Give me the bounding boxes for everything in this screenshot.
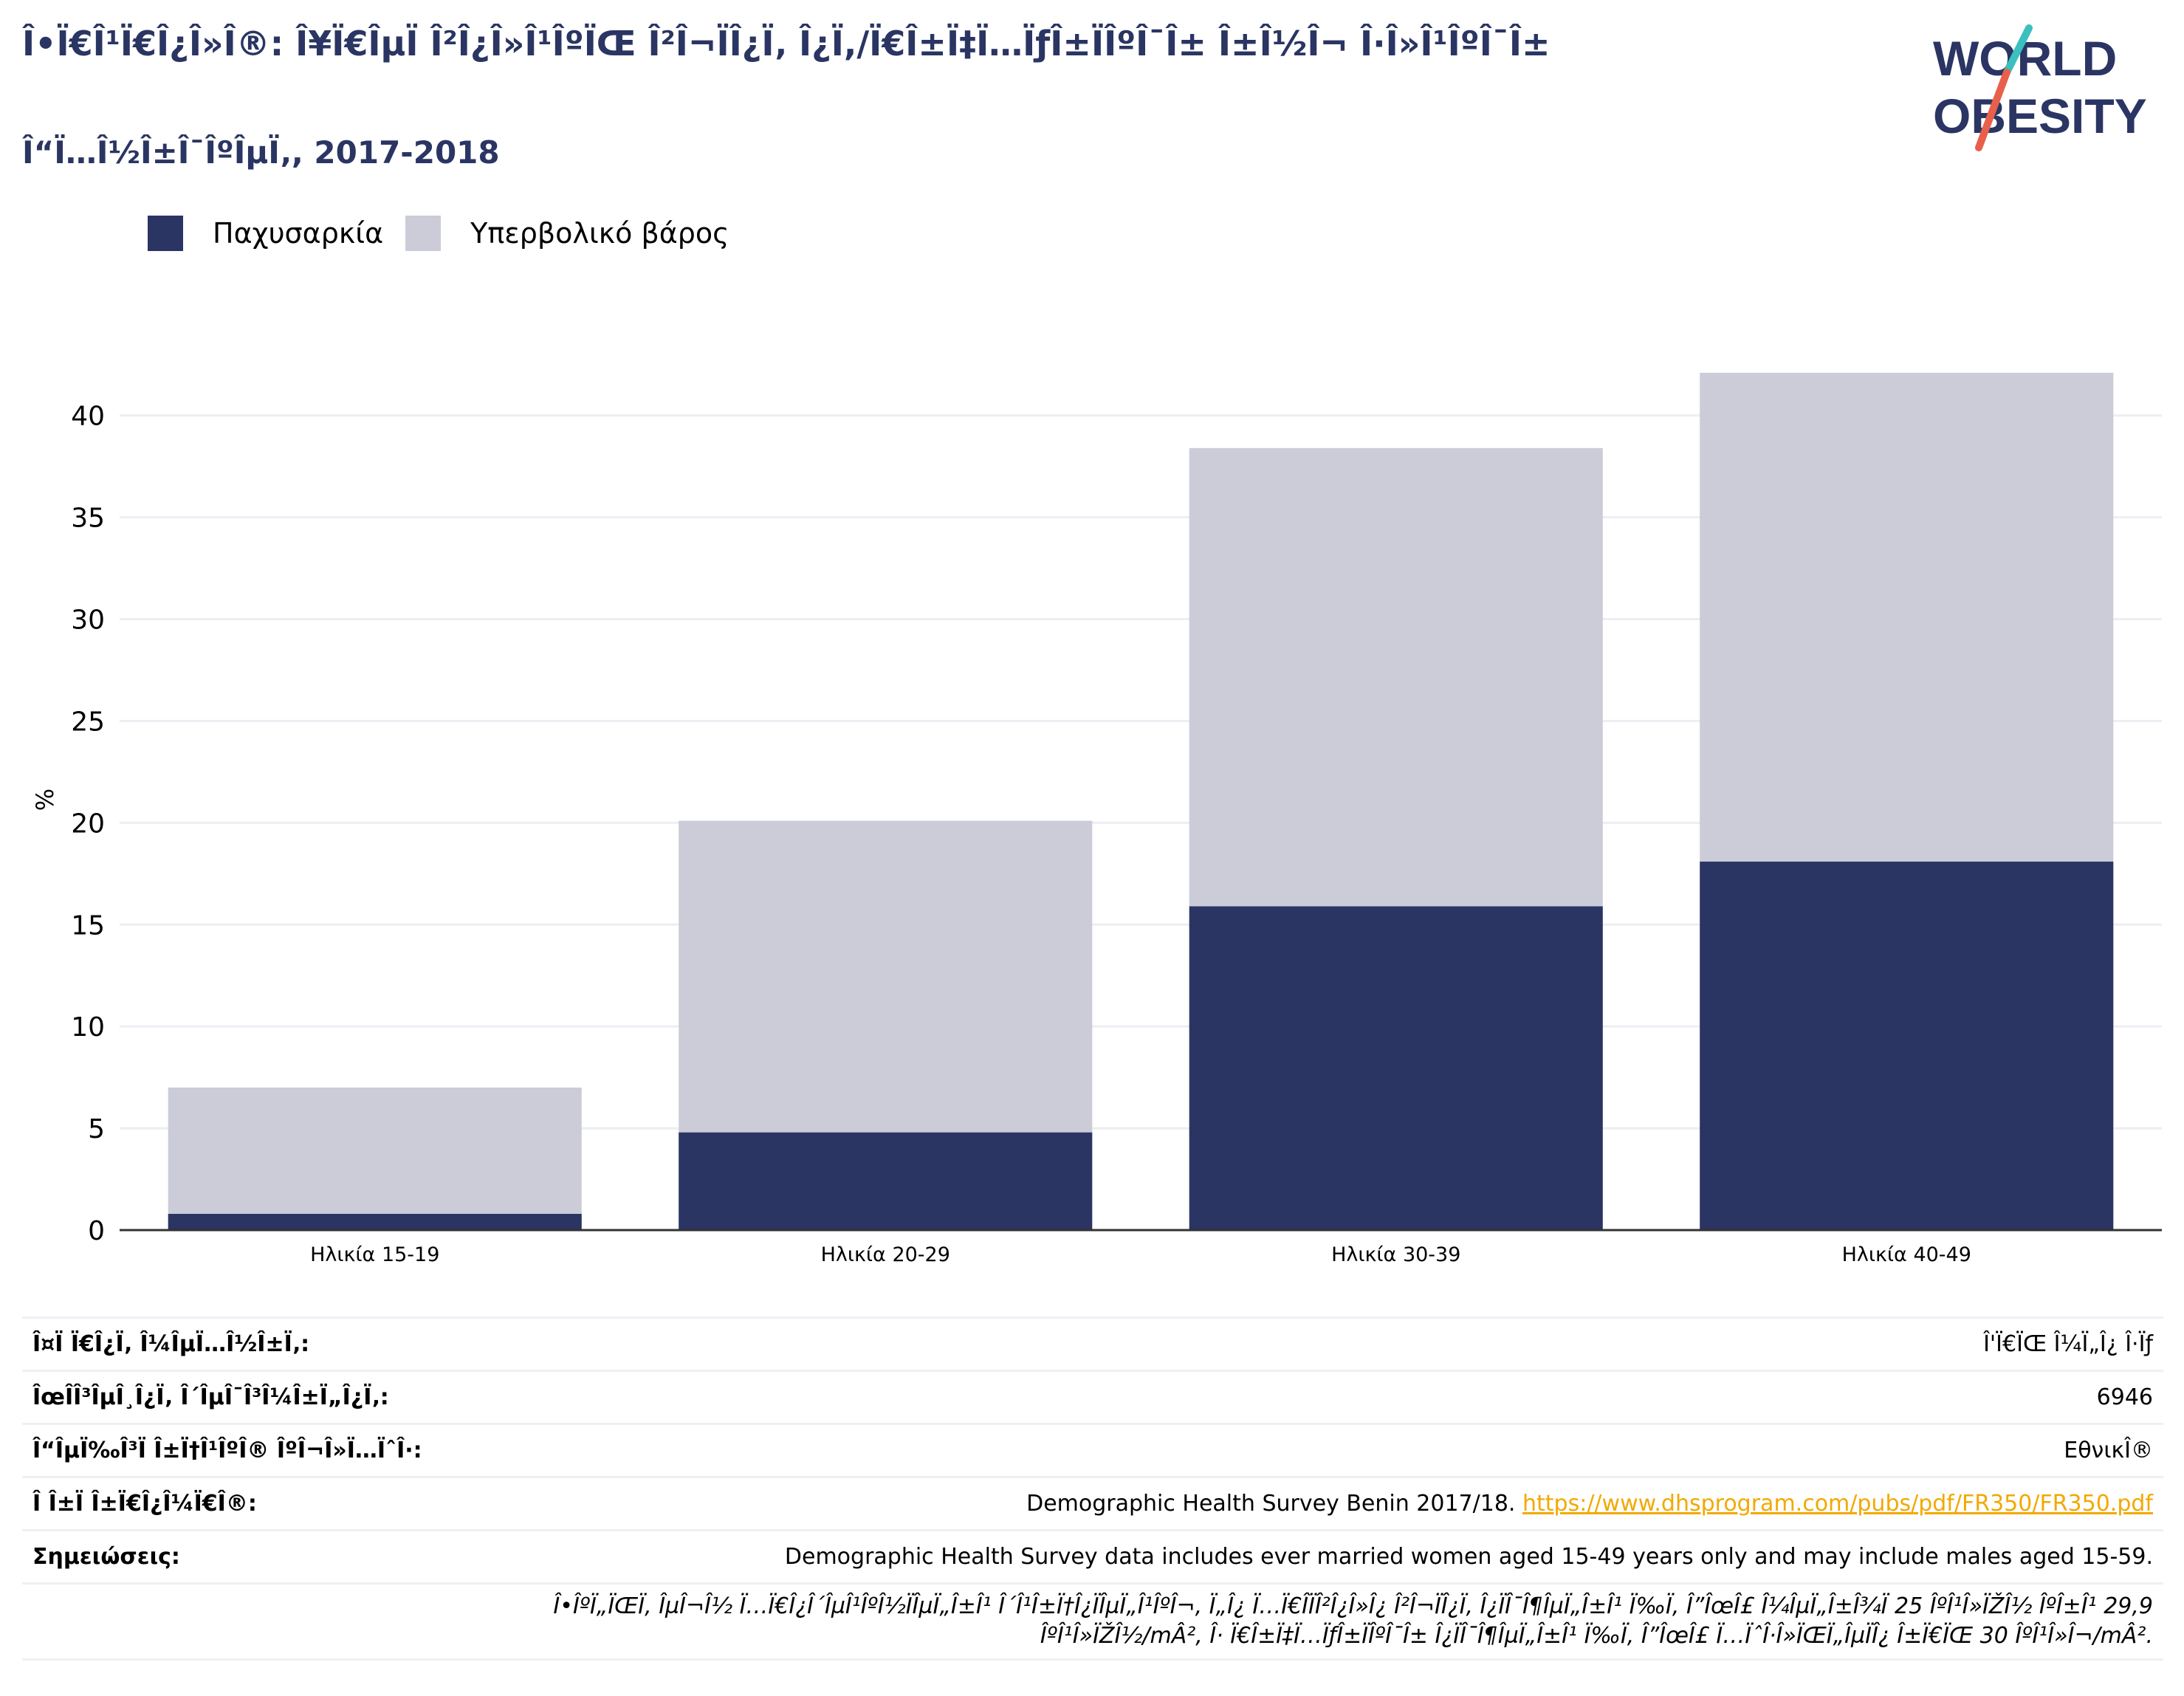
legend-item-obesity: Παχυσαρκία bbox=[148, 216, 383, 251]
info-row: Σημειώσεις: Demographic Health Survey da… bbox=[22, 1529, 2163, 1584]
legend-swatch-overweight bbox=[405, 216, 442, 251]
chart-legend: Παχυσαρκία Υπερβολικό βάρος bbox=[148, 216, 751, 251]
chart-title: Î•Ï€Î¹Ï€Î¿Î»Î®: Î¥Ï€ÎµÏ Î²Î¿Î»Î¹ÎºÏŒ Î²Î… bbox=[22, 24, 1551, 63]
legend-item-overweight: Υπερβολικό βάρος bbox=[405, 216, 729, 251]
y-tick-label: 25 bbox=[71, 707, 105, 737]
info-value-source: Demographic Health Survey Benin 2017/18.… bbox=[432, 1476, 2163, 1531]
info-key: ÎœÎ­Î³ÎµÎ¸Î¿Ï‚ Î´ÎµÎ¯Î³Î¼Î±Ï„Î¿Ï‚: bbox=[22, 1370, 433, 1424]
stacked-bar-chart: 0 5 10 15 20 25 30 35 40% Ηλικία 15-19 Ηλικία 20-2… bbox=[31, 372, 2162, 1266]
legend-swatch-obesity bbox=[148, 216, 183, 251]
info-row: Î¤Ï Ï€Î¿Ï‚ Î¼ÎµÏ…Î½Î±Ï‚: Î'Ï€ÏŒ Î¼Ï„Î¿ Î… bbox=[22, 1316, 2163, 1371]
y-tick-label: 5 bbox=[88, 1114, 105, 1144]
bar-overweight bbox=[1189, 447, 1603, 907]
bar-obesity bbox=[1189, 906, 1603, 1230]
info-key: Σημειώσεις: bbox=[22, 1529, 433, 1584]
info-value: 6946 bbox=[432, 1370, 2163, 1424]
x-tick-label: Ηλικία 30-39 bbox=[1331, 1243, 1460, 1266]
x-tick-label: Ηλικία 15-19 bbox=[310, 1243, 439, 1266]
legend-label-obesity: Παχυσαρκία bbox=[213, 217, 384, 250]
y-tick-label: 20 bbox=[71, 808, 105, 839]
bar-obesity bbox=[679, 1132, 1093, 1230]
logo-line2: OBESITY bbox=[1933, 89, 2147, 143]
info-key: Î Î±Ï Î±Ï€Î¿Î¼Ï€Î®: bbox=[22, 1476, 433, 1531]
info-row: Î•ÎºÏ„ÏŒÏ‚ ÎµÎ¬Î½ Ï…Ï€Î¿Î´ÎµÎ¹ÎºÎ½ÏÎµÏ„Î… bbox=[22, 1582, 2163, 1661]
y-tick-label: 40 bbox=[71, 402, 105, 432]
bar-obesity bbox=[1700, 861, 2114, 1230]
info-key: Î¤Ï Ï€Î¿Ï‚ Î¼ÎµÏ…Î½Î±Ï‚: bbox=[22, 1316, 433, 1371]
bar-overweight bbox=[1700, 372, 2114, 862]
y-tick-label: 35 bbox=[71, 504, 105, 534]
legend-label-overweight: Υπερβολικό βάρος bbox=[470, 217, 729, 250]
info-value: Demographic Health Survey data includes … bbox=[432, 1529, 2163, 1584]
info-value: ΕθνικÎ® bbox=[432, 1423, 2163, 1477]
world-obesity-logo: WORLD OBESITY bbox=[1933, 24, 2147, 151]
info-row: Î“ÎµÏ‰Î³Ï Î±Ï†Î¹ÎºÎ® ÎºÎ¬Î»Ï…ÏˆÎ·: Εθνικ… bbox=[22, 1423, 2163, 1477]
info-key: Î“ÎµÏ‰Î³Ï Î±Ï†Î¹ÎºÎ® ÎºÎ¬Î»Ï…ÏˆÎ·: bbox=[22, 1423, 433, 1477]
y-tick-label: 15 bbox=[71, 910, 105, 941]
y-tick-label: 0 bbox=[88, 1216, 105, 1246]
info-key bbox=[22, 1582, 433, 1661]
source-link[interactable]: https://www.dhsprogram.com/pubs/pdf/FR35… bbox=[1522, 1491, 2153, 1517]
bar-overweight bbox=[168, 1087, 582, 1214]
info-row: ÎœÎ­Î³ÎµÎ¸Î¿Ï‚ Î´ÎµÎ¯Î³Î¼Î±Ï„Î¿Ï‚: 6946 bbox=[22, 1370, 2163, 1424]
y-tick-label: 10 bbox=[71, 1012, 105, 1043]
y-tick-label: 30 bbox=[71, 605, 105, 636]
logo-teal-slash bbox=[2003, 24, 2033, 76]
bar-obesity bbox=[168, 1213, 582, 1230]
x-tick-label: Ηλικία 20-29 bbox=[821, 1243, 950, 1266]
logo-red-slash bbox=[1975, 69, 2010, 151]
y-axis-label: % bbox=[31, 789, 59, 811]
source-text: Demographic Health Survey Benin 2017/18. bbox=[1026, 1491, 1516, 1517]
x-tick-label: Ηλικία 40-49 bbox=[1842, 1243, 1971, 1266]
info-note: Î•ÎºÏ„ÏŒÏ‚ ÎµÎ¬Î½ Ï…Ï€Î¿Î´ÎµÎ¹ÎºÎ½ÏÎµÏ„Î… bbox=[432, 1582, 2163, 1661]
chart-subtitle: Î“Ï…Î½Î±Î¯ÎºÎµÏ‚, 2017-2018 bbox=[22, 134, 500, 171]
info-row: Î Î±Ï Î±Ï€Î¿Î¼Ï€Î®: Demographic Health S… bbox=[22, 1476, 2163, 1531]
info-value: Î'Ï€ÏŒ Î¼Ï„Î¿ Î·Ïƒ bbox=[432, 1316, 2163, 1371]
info-table: Î¤Ï Ï€Î¿Ï‚ Î¼ÎµÏ…Î½Î±Ï‚: Î'Ï€ÏŒ Î¼Ï„Î¿ Î… bbox=[22, 1316, 2163, 1661]
bar-overweight bbox=[679, 820, 1093, 1133]
